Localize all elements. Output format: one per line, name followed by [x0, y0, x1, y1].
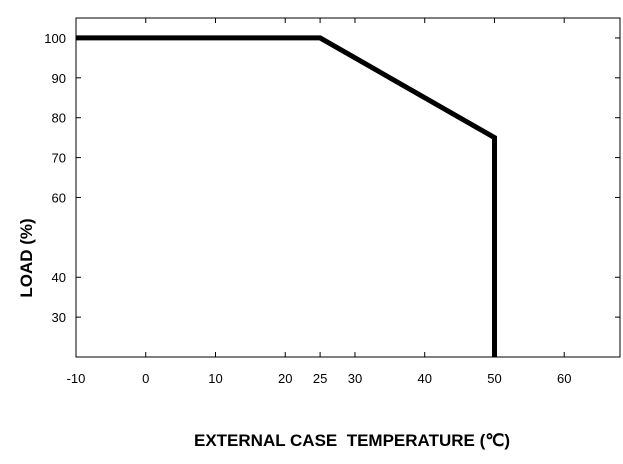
x-tick-label: 20: [278, 371, 292, 386]
x-tick-label: 0: [142, 371, 149, 386]
x-tick-label: 25: [313, 371, 327, 386]
y-tick-label: 60: [52, 190, 66, 205]
ticks-layer: -10 0 10 20 25 30 40 50 60 100 90 80 70 60 40 30: [44, 18, 620, 386]
y-tick-label: 40: [52, 270, 66, 285]
y-tick-label: 70: [52, 151, 66, 166]
y-tick-label: 30: [52, 310, 66, 325]
x-tick-label: 40: [417, 371, 431, 386]
y-tick-label: 100: [44, 31, 66, 46]
plot-frame: [75, 17, 621, 358]
x-tick-label: 30: [348, 371, 362, 386]
x-tick-label: 60: [557, 371, 571, 386]
x-tick-label: 50: [487, 371, 501, 386]
x-tick-label: -10: [67, 371, 86, 386]
series-layer: [76, 35, 497, 357]
x-tick-label: 10: [208, 371, 222, 386]
y-tick-label: 90: [52, 71, 66, 86]
y-tick-label: 80: [52, 111, 66, 126]
x-axis-title: EXTERNAL CASE TEMPERATURE (℃): [194, 431, 510, 450]
derating-curve: [76, 35, 497, 357]
y-axis-title: LOAD (%): [17, 218, 36, 297]
